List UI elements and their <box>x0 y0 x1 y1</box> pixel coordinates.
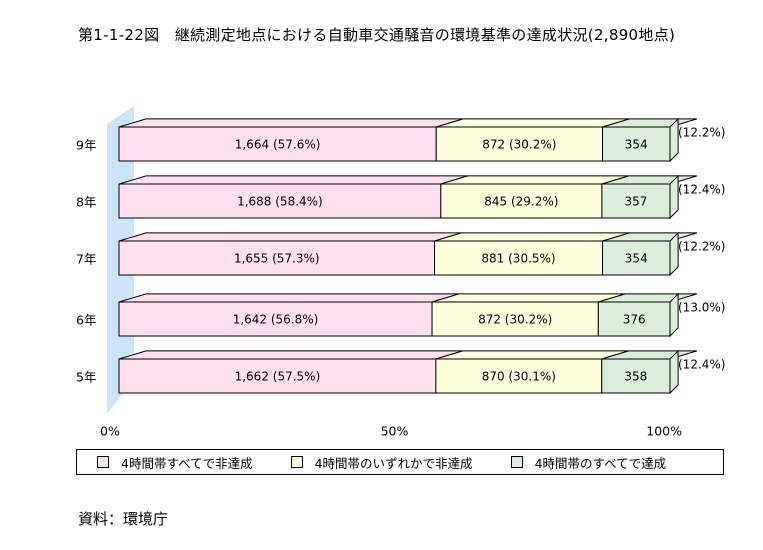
bar-percent-label: (12.4%) <box>678 183 725 197</box>
bar-top-face <box>434 232 630 242</box>
bar-value-label: 376 <box>623 313 646 327</box>
bar-top-face <box>118 175 468 185</box>
legend: 4時間帯すべてで非達成 4時間帯のいずれかで非達成 4時間帯のすべてで達成 <box>76 449 724 475</box>
bar-side-face <box>669 349 679 395</box>
bar-value-label: 1,642 (56.8%) <box>233 313 319 327</box>
x-tick-label: 50% <box>381 424 409 439</box>
bar-top-face <box>118 293 460 303</box>
legend-item: 4時間帯すべてで非達成 <box>97 453 253 472</box>
x-tick-label: 100% <box>646 424 682 439</box>
legend-label: 4時間帯すべてで非達成 <box>121 455 253 471</box>
legend-label: 4時間帯のいずれかで非達成 <box>314 455 473 471</box>
bar-segment <box>118 358 437 394</box>
legend-swatch <box>510 456 523 468</box>
bar-value-label: 358 <box>624 370 647 384</box>
bar-top-face <box>118 232 462 242</box>
category-label: 8年 <box>76 195 96 210</box>
bar-value-label: 1,662 (57.5%) <box>235 370 321 384</box>
bar-top-face <box>435 350 629 360</box>
bar-side-face <box>669 292 679 338</box>
bar-segment <box>118 126 437 162</box>
bar-percent-label: (12.2%) <box>678 126 725 140</box>
bar-side-face <box>669 174 679 220</box>
legend-label: 4時間帯のすべてで達成 <box>534 455 667 471</box>
bar-segment <box>118 301 433 337</box>
bar-segment <box>435 358 603 394</box>
bar-top-face <box>436 118 630 128</box>
bar-percent-label: (12.2%) <box>678 240 725 254</box>
source-note: 資料：環境庁 <box>78 510 169 528</box>
bar-segment <box>434 240 604 276</box>
bar-value-label: 1,664 (57.6%) <box>235 138 321 152</box>
bar-value-label: 872 (30.2%) <box>482 138 556 152</box>
stacked-bar-chart: 1,664 (57.6%) 872 (30.2%) 354 (12.2%) 9年 1,68… <box>76 106 725 439</box>
bar-segment <box>597 301 671 337</box>
bar-value-label: 357 <box>625 195 648 209</box>
bar-value-label: 354 <box>625 252 648 266</box>
bar-top-face <box>440 175 630 185</box>
x-tick-label: 0% <box>100 424 120 439</box>
bar-segment <box>431 301 599 337</box>
bar-top-face <box>118 118 464 128</box>
category-label: 9年 <box>76 138 96 153</box>
bar-value-label: 1,688 (58.4%) <box>237 195 323 209</box>
legend-swatch <box>97 456 109 468</box>
category-label: 5年 <box>76 370 96 385</box>
bar-percent-label: (12.4%) <box>678 358 725 372</box>
bar-value-label: 870 (30.1%) <box>482 370 556 384</box>
bar-segment <box>118 183 442 219</box>
category-label: 6年 <box>76 313 96 328</box>
bar-segment <box>601 358 671 394</box>
bar-segment <box>118 240 436 276</box>
bar-segment <box>440 183 603 219</box>
bar-side-face <box>669 231 679 277</box>
bar-top-face <box>118 350 464 360</box>
bar-value-label: 354 <box>625 138 648 152</box>
bar-side-face <box>669 117 679 163</box>
bar-value-label: 1,655 (57.3%) <box>234 252 320 266</box>
legend-item: 4時間帯のいずれかで非達成 <box>290 453 473 472</box>
bar-top-face <box>431 293 626 303</box>
legend-item: 4時間帯のすべてで達成 <box>510 453 667 472</box>
bar-value-label: 881 (30.5%) <box>481 252 555 266</box>
category-label: 7年 <box>76 252 96 267</box>
bar-value-label: 845 (29.2%) <box>484 195 558 209</box>
bar-value-label: 872 (30.2%) <box>478 313 552 327</box>
bar-segment <box>601 183 671 219</box>
legend-swatch <box>290 456 303 468</box>
chart-title: 第1-1-22図 継続測定地点における自動車交通騒音の環境基準の達成状況(2,8… <box>78 26 676 44</box>
bar-percent-label: (13.0%) <box>678 301 725 315</box>
